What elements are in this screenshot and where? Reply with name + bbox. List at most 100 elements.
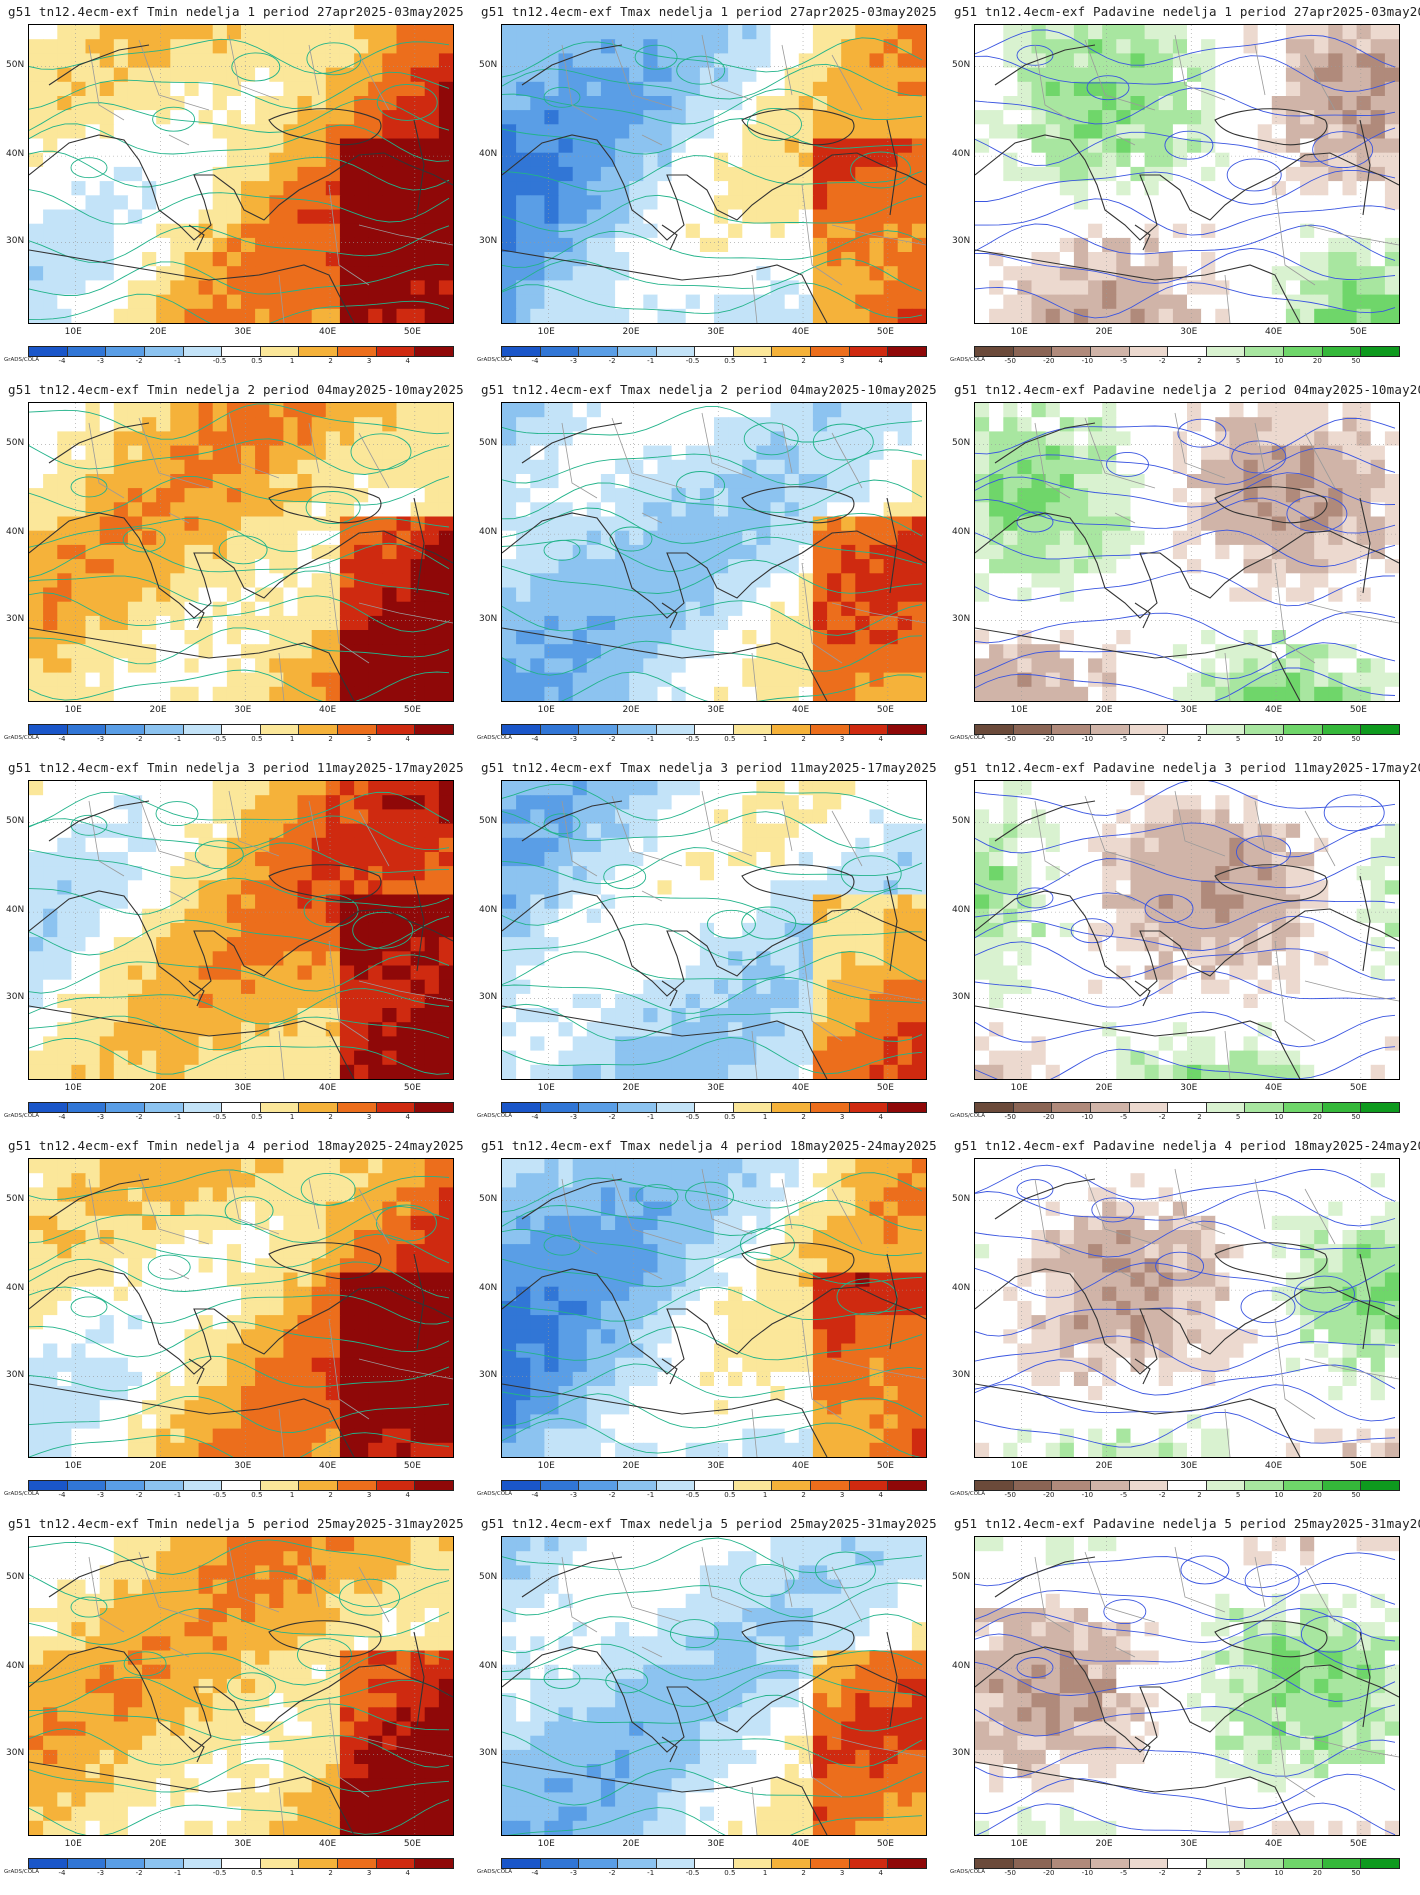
field-cell [368,686,383,701]
field-cell [812,530,828,546]
colorbar-swatch [579,347,618,356]
field-cell [99,39,115,54]
field-cell [297,110,313,125]
field-cell [728,237,743,253]
field-cell [255,630,270,645]
field-cell [198,544,214,560]
field-cell [1271,110,1287,125]
field-cell [827,615,842,631]
field-cell [1102,81,1117,97]
field-cell [784,294,800,310]
field-cell [1257,96,1273,111]
field-cell [410,403,426,418]
field-cell [1201,630,1216,645]
colorbar-swatch [1245,347,1285,356]
field-cell [255,672,270,688]
field-cell [297,195,313,211]
field-cell [1073,686,1089,701]
colorbar-label: -2 [1158,357,1166,365]
field-cell [685,138,701,154]
field-cell [156,823,171,839]
field-cell [212,894,228,910]
field-cell [43,431,58,447]
field-cell [784,852,800,867]
colorbar-label: 2 [328,735,333,743]
field-cell [1158,630,1174,645]
field-cell [989,53,1004,69]
field-cell [855,67,870,83]
field-cell [339,166,355,182]
field-cell [396,516,412,532]
field-cell [297,152,313,168]
field-cell [325,53,341,69]
field-cell [897,516,913,532]
field-cell [113,459,129,475]
field-cell [699,252,715,267]
field-cell [1229,544,1245,560]
field-cell [156,644,171,659]
field-cell [43,166,58,182]
field-cell [127,124,143,140]
field-cell [502,96,517,111]
panel-title: g51 tn12.4ecm-exf Padavine nedelja 1 per… [954,4,1420,19]
field-cell [615,403,630,418]
field-cell [685,152,701,168]
field-cell [113,488,129,503]
field-cell [424,209,440,225]
field-cell [113,781,129,796]
field-cell [1300,39,1315,54]
field-cell [283,474,299,489]
field-cell [156,866,171,881]
field-cell [410,252,426,267]
field-cell [198,488,214,503]
field-cell [1215,166,1230,182]
field-cell [586,502,602,518]
field-cell [1003,195,1018,211]
field-cell [1328,686,1343,701]
field-cell [241,781,256,796]
field-cell [586,686,602,701]
field-cell [170,280,185,296]
field-cell [71,294,87,310]
colorbar-swatch [1052,347,1091,356]
field-cell [798,672,814,688]
field-cell [685,403,701,418]
field-cell [1187,403,1202,418]
field-cell [1328,559,1343,574]
field-cell [827,502,842,518]
field-cell [1116,237,1131,253]
field-cell [283,809,299,825]
field-cell [241,110,256,125]
field-cell [869,223,885,239]
field-cell [241,67,256,83]
field-cell [685,195,701,211]
colorbar-swatch [502,347,541,356]
field-cell [1215,67,1230,83]
field-cell [756,852,772,867]
field-cell [869,459,885,475]
field-cell [1201,474,1216,489]
field-cell [975,81,990,97]
field-cell [883,474,899,489]
field-cell [756,308,772,323]
field-cell [283,880,299,896]
field-cell [869,96,885,111]
field-cell [226,922,242,938]
contour-line [502,282,923,319]
map-panel-padavine-week-2: g51 tn12.4ecm-exf Padavine nedelja 2 per… [946,378,1420,756]
field-cell [1116,209,1131,225]
field-cell [516,823,531,839]
field-cell [1356,96,1372,111]
field-cell [71,601,87,617]
field-cell [728,544,743,560]
field-cell [127,993,143,1009]
field-cell [657,544,673,560]
field-cell [1314,615,1329,631]
field-cell [643,294,658,310]
field-cell [1059,252,1075,267]
field-cell [410,308,426,323]
field-cell [1003,615,1018,631]
field-cell [241,237,256,253]
field-cell [29,431,44,447]
field-cell [354,1008,369,1023]
